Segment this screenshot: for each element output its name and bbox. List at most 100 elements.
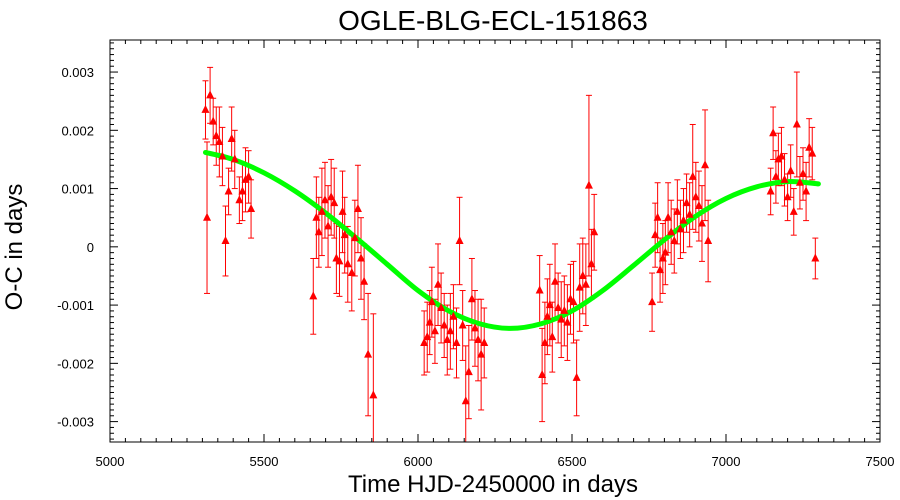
fit-curve	[202, 149, 821, 331]
data-point	[312, 212, 321, 221]
data-point	[221, 236, 230, 244]
chart-title: OGLE-BLG-ECL-151863	[338, 5, 648, 36]
data-point	[440, 320, 449, 329]
data-point	[771, 171, 780, 180]
data-point	[766, 186, 775, 195]
data-point	[792, 119, 801, 128]
data-point	[369, 390, 378, 399]
data-point	[350, 233, 359, 242]
data-point	[224, 186, 233, 195]
y-tick-label: -0.002	[57, 356, 94, 371]
data-points	[201, 90, 820, 405]
data-point	[658, 253, 667, 262]
error-bars	[202, 66, 819, 442]
data-point	[247, 203, 256, 212]
data-point	[569, 297, 578, 306]
data-point	[697, 218, 706, 227]
data-point	[777, 151, 786, 160]
data-point	[314, 227, 323, 236]
data-point	[575, 282, 584, 291]
data-point	[786, 166, 795, 175]
x-tick-label: 6500	[558, 454, 587, 469]
data-point	[218, 151, 227, 160]
data-point	[206, 90, 215, 99]
data-point	[480, 337, 489, 346]
data-point	[458, 320, 467, 329]
data-point	[805, 142, 814, 151]
data-point	[670, 236, 679, 244]
x-axis-label: Time HJD-2450000 in days	[348, 471, 638, 498]
data-point	[230, 154, 239, 163]
data-point	[799, 169, 807, 177]
data-point	[320, 195, 329, 204]
data-point	[551, 276, 560, 285]
data-point	[449, 311, 458, 320]
data-point	[590, 227, 599, 236]
data-point	[477, 349, 486, 358]
y-tick-label: 0.003	[61, 65, 94, 80]
data-point	[203, 212, 212, 221]
data-point	[578, 270, 587, 279]
data-point	[676, 224, 685, 233]
x-tick-label: 7000	[712, 454, 741, 469]
data-point	[317, 206, 326, 215]
data-point	[667, 227, 676, 236]
data-point	[353, 203, 362, 212]
data-point	[557, 314, 566, 323]
data-point	[335, 256, 344, 265]
x-tick-label: 7500	[866, 454, 895, 469]
data-point	[474, 335, 483, 344]
data-point	[701, 160, 710, 169]
y-axis-label: O-C in days	[1, 184, 28, 311]
data-point	[357, 253, 366, 262]
data-point	[340, 230, 349, 239]
data-point	[540, 337, 549, 346]
data-point	[464, 367, 473, 376]
data-point	[664, 212, 673, 221]
x-tick-label: 5500	[250, 454, 279, 469]
data-point	[648, 297, 657, 306]
data-point	[420, 337, 429, 346]
y-axis: -0.003 -0.002 -0.001 0 0.001 0.002 0.003	[57, 42, 880, 440]
x-axis: 5000 5500 6000 6500 7000 7500	[96, 40, 895, 469]
data-point	[679, 215, 688, 224]
data-point	[427, 297, 436, 306]
data-point	[563, 317, 572, 326]
data-point	[430, 326, 439, 335]
data-point	[244, 171, 253, 180]
data-point	[461, 396, 470, 405]
data-point	[209, 116, 218, 125]
data-point	[467, 294, 476, 303]
data-point	[769, 128, 778, 137]
data-point	[327, 192, 336, 201]
data-point	[811, 253, 820, 262]
data-point	[560, 305, 569, 314]
data-point	[780, 174, 789, 183]
data-point	[656, 265, 665, 274]
data-point	[682, 198, 691, 207]
data-point	[452, 337, 461, 346]
y-tick-label: 0	[87, 240, 94, 255]
data-point	[434, 279, 443, 288]
data-point	[802, 186, 811, 195]
data-point	[685, 209, 694, 218]
data-point	[783, 192, 792, 201]
data-point	[330, 198, 339, 207]
data-point	[201, 104, 210, 113]
data-point	[423, 332, 432, 341]
data-point	[309, 291, 318, 300]
data-point	[446, 326, 455, 335]
data-point	[653, 212, 662, 221]
data-point	[535, 285, 544, 294]
data-point	[572, 372, 581, 381]
data-point	[688, 171, 697, 180]
data-point	[587, 259, 596, 268]
fit-curve-layer	[202, 149, 821, 331]
data-point	[554, 303, 563, 311]
plot-area	[201, 66, 821, 442]
data-point	[651, 230, 660, 239]
data-point	[581, 279, 590, 288]
data-point	[338, 206, 347, 215]
data-point	[808, 148, 817, 157]
